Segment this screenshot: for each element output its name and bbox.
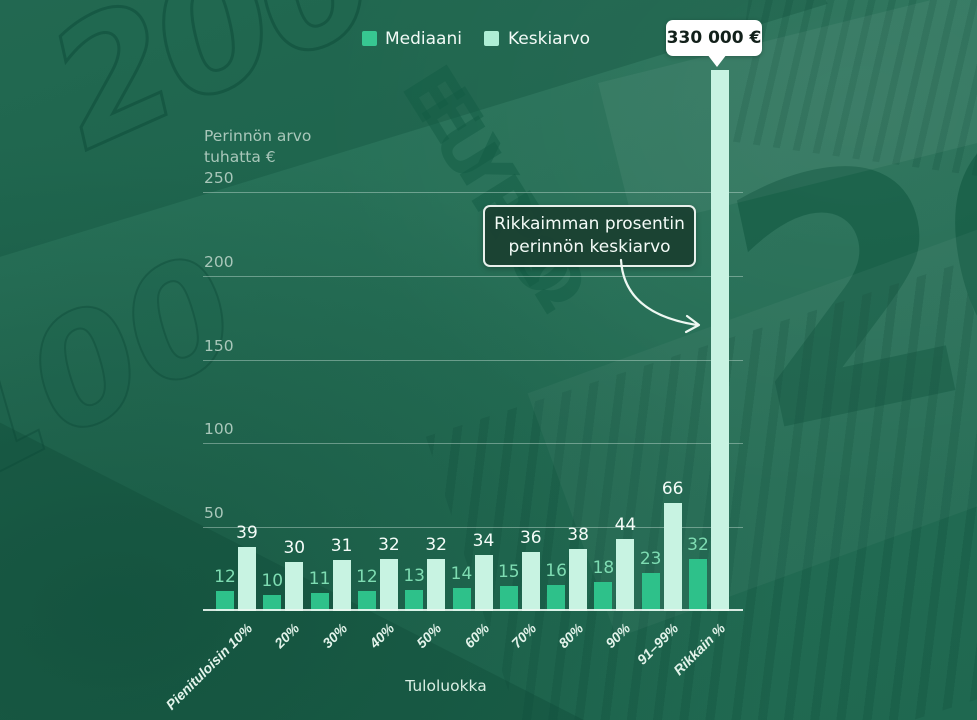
mean-bar-value-label: 44	[614, 514, 637, 535]
x-axis-line	[203, 609, 743, 611]
y-tick-label: 200	[204, 252, 234, 271]
median-bar	[689, 558, 707, 611]
mean-bar	[427, 558, 446, 611]
mean-bar	[379, 558, 398, 611]
median-bar-value-label: 23	[639, 549, 662, 570]
median-bar-value-label: 12	[356, 567, 378, 588]
arrow-curve	[619, 258, 699, 327]
mean-bar-value-label: 31	[330, 536, 353, 557]
median-bar	[641, 573, 660, 611]
mean-bar-value-label: 34	[472, 531, 495, 552]
y-axis-title-line2: tuhatta €	[204, 148, 276, 166]
y-tick-label: 50	[204, 504, 224, 523]
median-bar-value-label: 12	[214, 567, 236, 588]
mean-bar	[521, 552, 540, 611]
y-axis-title: Perinnön arvo tuhatta €	[204, 126, 311, 168]
callout-tail-pointer	[707, 54, 727, 67]
mean-bar-value-label: 66	[661, 478, 684, 499]
gridline	[203, 527, 743, 529]
y-tick-label: 100	[204, 420, 234, 439]
mean-bar	[616, 538, 635, 611]
median-bar-value-label: 15	[497, 562, 520, 583]
median-bar	[357, 591, 376, 611]
gridline	[203, 275, 743, 277]
median-bar-value-label: 32	[687, 534, 709, 555]
y-tick-label: 250	[204, 169, 234, 187]
median-bar-value-label: 13	[403, 565, 425, 586]
mean-bar-value-label: 32	[425, 534, 447, 555]
mean-bar-value-label: 32	[378, 534, 400, 555]
annotation-arrow	[619, 258, 701, 334]
median-bar-value-label: 14	[450, 564, 473, 585]
mean-bar-value-label: 39	[236, 523, 258, 544]
annotation-line1: Rikkaimman prosentin	[494, 214, 685, 234]
median-legend-swatch	[362, 31, 377, 46]
mean-bar-value-label: 36	[519, 528, 542, 548]
median-bar	[405, 589, 424, 611]
annotation-line2: perinnön keskiarvo	[508, 237, 671, 257]
median-bar-value-label: 18	[592, 557, 615, 578]
mean-bar	[238, 547, 256, 611]
median-bar-value-label: 10	[261, 570, 284, 591]
annotation-box: Rikkaimman prosentin perinnön keskiarvo	[483, 205, 696, 267]
gridline	[203, 192, 743, 193]
mean-bar	[285, 561, 304, 611]
gridline	[203, 359, 743, 361]
mean-bar	[711, 70, 729, 611]
median-bar	[263, 594, 282, 611]
gridline	[203, 443, 743, 445]
max-value-callout: 330 000 €	[666, 20, 762, 56]
median-bar	[310, 593, 329, 611]
median-bar	[547, 584, 566, 611]
mean-legend-swatch	[484, 31, 499, 46]
x-axis-title: Tuloluokka	[405, 677, 487, 695]
median-bar	[216, 591, 234, 611]
mean-legend-label: Keskiarvo	[508, 29, 591, 49]
mean-bar	[332, 560, 351, 611]
median-bar	[594, 581, 613, 611]
median-bar	[452, 588, 471, 611]
mean-bar	[663, 502, 682, 611]
mean-bar	[474, 555, 493, 611]
median-bar	[499, 586, 518, 611]
arrow-head	[684, 314, 701, 334]
median-bar-value-label: 11	[308, 569, 331, 589]
mean-bar-value-label: 30	[283, 537, 306, 558]
y-axis-title-line1: Perinnön arvo	[204, 127, 312, 145]
median-legend-label: Mediaani	[385, 29, 462, 49]
mean-bar	[569, 548, 588, 611]
median-bar-value-label: 16	[545, 560, 567, 581]
y-tick-label: 150	[204, 336, 234, 355]
mean-bar-value-label: 38	[567, 524, 589, 545]
